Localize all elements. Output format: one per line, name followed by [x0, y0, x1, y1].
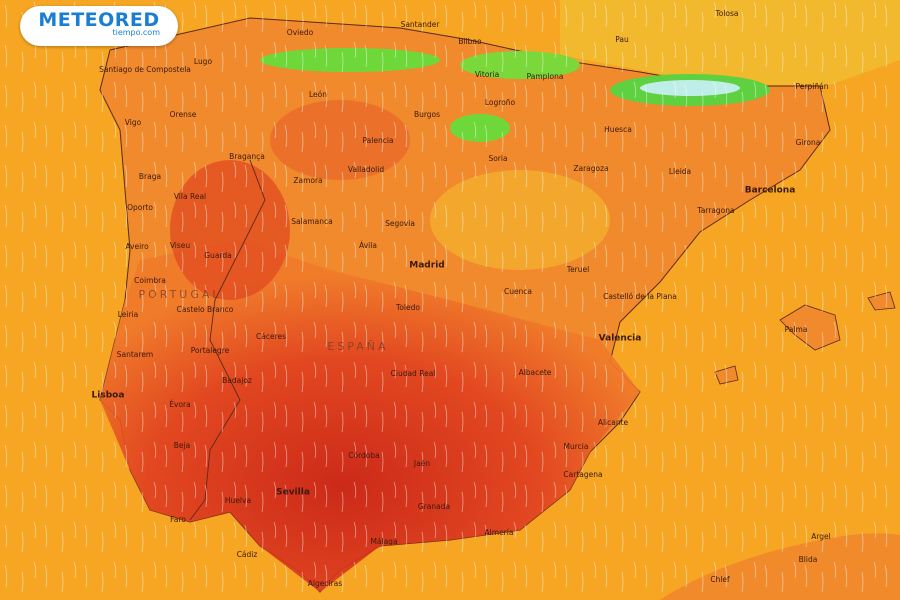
- city-label: Badajoz: [222, 376, 252, 385]
- city-label: Lisboa: [92, 391, 125, 401]
- city-label: Cuenca: [504, 287, 532, 296]
- city-label: Huelva: [225, 496, 251, 505]
- city-label: Guarda: [204, 251, 231, 260]
- city-label: Beja: [174, 441, 190, 450]
- city-label: Málaga: [370, 537, 397, 546]
- city-label: Alicante: [598, 418, 629, 427]
- city-label: Ávila: [359, 241, 377, 250]
- city-label: Valencia: [599, 334, 642, 344]
- city-label: Albacete: [519, 368, 552, 377]
- city-label: Chlef: [710, 575, 730, 584]
- city-label: Évora: [169, 400, 190, 409]
- city-label: Oviedo: [287, 28, 314, 37]
- city-label: Palma: [785, 325, 808, 334]
- city-label: Girona: [796, 138, 821, 147]
- city-label: Teruel: [566, 265, 589, 274]
- city-label: Cáceres: [256, 332, 286, 341]
- city-label: Faro: [170, 515, 186, 524]
- city-label: Bragança: [229, 152, 265, 161]
- city-label: Tolosa: [714, 9, 738, 18]
- city-label: Huesca: [604, 125, 632, 134]
- country-label: PORTUGAL: [138, 288, 221, 301]
- city-label: Almería: [485, 528, 514, 537]
- city-label: Coimbra: [134, 276, 166, 285]
- city-label: Santander: [401, 20, 441, 29]
- city-label: Blida: [799, 555, 818, 564]
- city-label: Salamanca: [291, 217, 332, 226]
- city-label: Orense: [170, 110, 197, 119]
- city-label: Valladolid: [348, 165, 384, 174]
- city-label: Palencia: [362, 136, 393, 145]
- city-label: Segovia: [385, 219, 415, 228]
- city-label: Ciudad Real: [391, 369, 436, 378]
- city-label: Madrid: [409, 261, 444, 271]
- city-label: Portalegre: [191, 346, 230, 355]
- city-label: Lugo: [194, 57, 213, 66]
- city-label: Logroño: [485, 98, 516, 107]
- city-label: Castelo Branco: [177, 305, 234, 314]
- city-label: Argel: [811, 532, 831, 541]
- city-label: Granada: [418, 502, 450, 511]
- city-label: Perpiñán: [796, 82, 829, 91]
- city-label: Toledo: [395, 303, 420, 312]
- city-label: Santarem: [117, 350, 154, 359]
- city-label: Murcia: [564, 442, 589, 451]
- city-label: Braga: [139, 172, 161, 181]
- city-label: Santiago de Compostela: [99, 65, 191, 74]
- city-label: Pau: [615, 35, 629, 44]
- city-label: Barcelona: [745, 186, 796, 196]
- logo-site: tiempo.com: [112, 28, 160, 37]
- city-label: Cartagena: [563, 470, 602, 479]
- labels: PORTUGALESPAÑASantanderOviedoBilbaoLugoS…: [92, 9, 831, 588]
- city-label: Tarragona: [696, 206, 734, 215]
- city-label: Algeciras: [308, 579, 342, 588]
- logo-brand: METEORED: [38, 9, 160, 31]
- city-label: Zamora: [293, 176, 322, 185]
- city-label: Cádiz: [237, 550, 258, 559]
- city-label: Bilbao: [458, 37, 482, 46]
- city-label: León: [309, 90, 327, 99]
- city-label: Burgos: [414, 110, 440, 119]
- city-label: Sevilla: [276, 488, 310, 498]
- city-label: Córdoba: [348, 451, 379, 460]
- country-label: ESPAÑA: [327, 340, 388, 353]
- city-label: Castelló de la Plana: [603, 292, 677, 301]
- logo[interactable]: METEORED tiempo.com: [20, 6, 178, 46]
- city-label: Vigo: [125, 118, 142, 127]
- city-label: Leiria: [118, 310, 139, 319]
- city-label: Jaén: [413, 459, 430, 468]
- city-label: Aveiro: [125, 242, 149, 251]
- city-label: Lleida: [669, 167, 691, 176]
- city-label: Viseu: [170, 241, 191, 250]
- city-label: Pamplona: [527, 72, 564, 81]
- city-label: Zaragoza: [573, 164, 608, 173]
- city-label: Oporto: [127, 203, 153, 212]
- city-label: Vila Real: [174, 192, 206, 201]
- city-label: Soria: [488, 154, 507, 163]
- city-label: Vitoria: [475, 70, 499, 79]
